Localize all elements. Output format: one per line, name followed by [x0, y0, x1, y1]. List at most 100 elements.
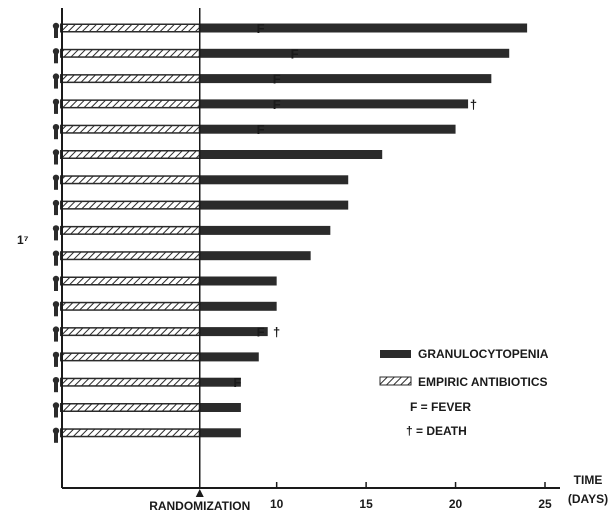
patient-pin-icon: [52, 326, 60, 342]
empiric-antibiotics-bar: [61, 176, 199, 183]
empiric-antibiotics-bar: [61, 252, 199, 259]
pin-body: [54, 179, 58, 190]
empiric-antibiotics-bar: [61, 50, 199, 57]
patient-pin-icon: [52, 402, 60, 418]
granulocytopenia-bar: [60, 150, 383, 159]
legend-label-fever: F = FEVER: [410, 400, 471, 414]
pin-head: [52, 225, 60, 232]
empiric-antibiotics-bar: [61, 278, 199, 284]
pin-head: [52, 351, 60, 359]
pin-head: [52, 427, 60, 434]
patient-pin-icon: [52, 22, 60, 38]
empiric-antibiotics-bar: [61, 429, 199, 436]
patient-pin-icon: [52, 199, 60, 216]
empiric-antibiotics-bar: [61, 353, 199, 360]
pin-head: [52, 98, 60, 106]
pin-head: [52, 402, 60, 409]
granulocytopenia-bar: [60, 99, 469, 109]
pin-head: [52, 250, 60, 257]
patient-pin-icon: [52, 427, 60, 443]
pin-body: [54, 53, 58, 64]
empiric-antibiotics-bar: [61, 100, 199, 107]
chart-side-label: 1⁷: [17, 233, 29, 247]
empiric-antibiotics-bar: [61, 25, 199, 31]
pin-body: [54, 432, 58, 443]
death-marker: †: [470, 97, 477, 112]
granulocytopenia-bar: [60, 23, 528, 33]
fever-marker: F: [257, 325, 265, 340]
empiric-antibiotics-bar: [61, 328, 199, 335]
pin-head: [52, 73, 60, 80]
pin-head: [52, 48, 60, 55]
pin-body: [54, 205, 58, 216]
pin-body: [54, 103, 58, 114]
patient-pin-icon: [52, 377, 60, 393]
pin-head: [52, 22, 60, 30]
pin-body: [54, 154, 58, 165]
empiric-antibiotics-bar: [61, 379, 199, 386]
pin-head: [52, 326, 60, 333]
granulocytopenia-bar: [60, 175, 349, 185]
pin-head: [52, 301, 60, 308]
bars-layer: [52, 22, 528, 443]
pin-body: [54, 230, 58, 241]
pin-body: [54, 407, 58, 418]
patient-pin-icon: [52, 98, 60, 114]
patient-pin-icon: [52, 301, 60, 317]
pin-head: [52, 174, 60, 181]
pin-body: [54, 255, 58, 266]
pin-body: [54, 306, 58, 317]
x-tick-label: 10: [270, 497, 284, 511]
pin-body: [54, 331, 58, 342]
patient-pin-icon: [52, 48, 60, 64]
legend-swatch-granulocytopenia: [380, 350, 411, 358]
empiric-antibiotics-bar: [61, 151, 199, 158]
granulocytopenia-bar: [60, 200, 349, 210]
pin-body: [54, 356, 58, 367]
empiric-antibiotics-bar: [61, 303, 199, 310]
x-ticks: 10 15 20 25: [270, 482, 552, 511]
patient-pin-icon: [52, 149, 60, 165]
legend-label-empiric-antibiotics: EMPIRIC ANTIBIOTICS: [418, 375, 548, 389]
pin-head: [52, 377, 60, 384]
granulocytopenia-bar: [60, 74, 492, 84]
patient-pin-icon: [52, 174, 60, 190]
pin-head: [52, 149, 60, 156]
x-tick-label: 20: [449, 497, 463, 511]
fever-marker: F: [233, 375, 241, 390]
pin-body: [54, 28, 58, 38]
patient-pin-icon: [52, 275, 60, 291]
legend-swatch-empiric-antibiotics: [379, 376, 412, 386]
patient-pin-icon: [52, 225, 60, 241]
pin-body: [54, 382, 58, 393]
patient-pin-icon: [52, 351, 60, 367]
x-tick-label: 25: [538, 497, 552, 511]
patient-pin-icon: [52, 124, 60, 140]
x-tick-label: 15: [359, 497, 373, 511]
randomization-label: RANDOMIZATION: [149, 499, 250, 513]
empiric-antibiotics-bar: [61, 404, 199, 411]
fever-marker: F: [257, 21, 265, 36]
empiric-antibiotics-bar: [61, 75, 199, 82]
legend-label-granulocytopenia: GRANULOCYTOPENIA: [418, 347, 549, 361]
legend-label-death: † = DEATH: [406, 424, 467, 438]
empiric-antibiotics-bar: [61, 202, 199, 209]
pin-body: [54, 281, 58, 291]
patient-pin-icon: [52, 250, 60, 266]
fever-marker: F: [291, 46, 299, 61]
legend: GRANULOCYTOPENIA EMPIRIC ANTIBIOTICS F =…: [379, 347, 549, 438]
empiric-antibiotics-bar: [61, 227, 199, 234]
pin-head: [52, 275, 60, 283]
x-axis-title-line1: TIME: [574, 473, 603, 487]
granulocytopenia-bar: [60, 124, 456, 134]
pin-head: [52, 199, 60, 207]
fever-marker: F: [273, 72, 281, 87]
pin-head: [52, 124, 60, 131]
granulocytopenia-bar: [60, 48, 510, 58]
pin-body: [54, 78, 58, 89]
pin-body: [54, 129, 58, 140]
empiric-antibiotics-bar: [61, 126, 199, 133]
x-axis-title-line2: (DAYS): [568, 492, 608, 506]
